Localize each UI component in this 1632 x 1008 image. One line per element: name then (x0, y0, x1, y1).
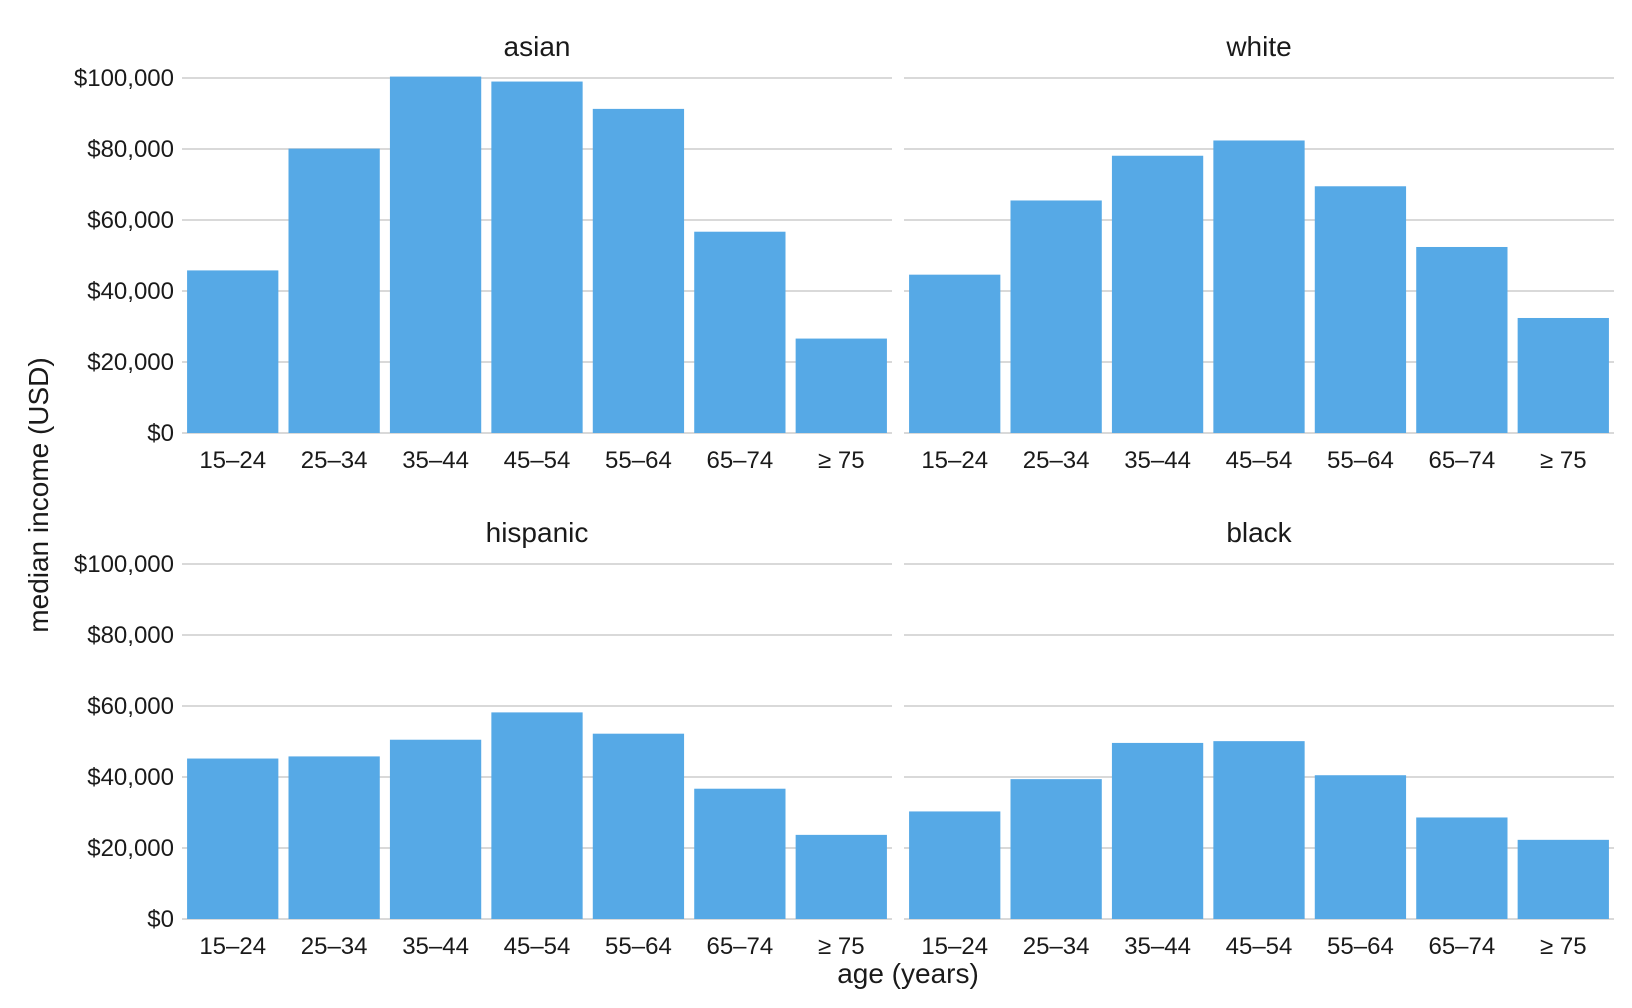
bar-black-1 (1010, 779, 1102, 919)
x-tick-label: 45–54 (1226, 933, 1293, 960)
panel-asian: $0 $20,000 $40,000 $60,000 $80,000 $100,000 as… (74, 31, 892, 474)
bar-asian-0 (187, 270, 279, 433)
panel-title: asian (504, 31, 571, 62)
x-tick-label: 55–64 (1327, 447, 1394, 474)
x-tick-label: ≥ 75 (1540, 447, 1587, 474)
x-tick-label: 25–34 (1023, 447, 1090, 474)
x-tick-label: 55–64 (605, 447, 672, 474)
x-tick-label: 35–44 (402, 933, 469, 960)
bar-hispanic-4 (592, 733, 685, 919)
x-tick-label: ≥ 75 (818, 447, 865, 474)
x-tick-label: 15–24 (921, 933, 988, 960)
bar-hispanic-1 (288, 756, 380, 919)
bar-white-6 (1517, 317, 1609, 433)
panel-title: white (1225, 31, 1291, 62)
bar-asian-3 (491, 81, 583, 434)
bar-black-0 (909, 811, 1001, 919)
bar-white-2 (1111, 155, 1204, 433)
x-tick-label: 35–44 (1124, 447, 1191, 474)
panel-title: black (1226, 517, 1292, 548)
y-tick-label: $0 (147, 906, 174, 933)
x-tick-label: ≥ 75 (818, 933, 865, 960)
bar-asian-5 (694, 231, 786, 433)
x-tick-label: 55–64 (605, 933, 672, 960)
bar-white-4 (1314, 186, 1407, 433)
x-tick-label: 45–54 (504, 447, 571, 474)
bar-asian-2 (389, 76, 482, 433)
x-tick-label: 65–74 (706, 933, 773, 960)
bar-black-2 (1111, 742, 1204, 919)
bar-hispanic-5 (694, 788, 786, 919)
x-tick-label: 15–24 (199, 933, 266, 960)
x-tick-label: 65–74 (706, 447, 773, 474)
x-axis-title: age (years) (837, 958, 979, 989)
y-tick-label: $20,000 (87, 835, 174, 862)
y-axis-title: median income (USD) (23, 357, 54, 632)
bar-hispanic-0 (187, 758, 279, 919)
bar-black-6 (1517, 839, 1609, 919)
x-tick-label: 45–54 (1226, 447, 1293, 474)
bar-asian-1 (288, 148, 380, 433)
bar-black-4 (1314, 775, 1407, 919)
x-tick-label: 25–34 (301, 933, 368, 960)
y-tick-label: $60,000 (87, 693, 174, 720)
y-tick-label: $40,000 (87, 278, 174, 305)
bar-asian-6 (795, 338, 887, 433)
bar-white-1 (1010, 200, 1102, 433)
panel-hispanic: $0 $20,000 $40,000 $60,000 $80,000 $100,000 hi… (74, 517, 892, 960)
x-tick-label: 35–44 (1124, 933, 1191, 960)
bar-black-3 (1213, 741, 1305, 919)
x-tick-label: 25–34 (301, 447, 368, 474)
x-tick-label: 25–34 (1023, 933, 1090, 960)
panels-group: $0 $20,000 $40,000 $60,000 $80,000 $100,000 as… (74, 31, 1614, 960)
y-tick-label: $100,000 (74, 551, 174, 578)
x-tick-label: 35–44 (402, 447, 469, 474)
y-tick-label: $80,000 (87, 622, 174, 649)
x-tick-label: 55–64 (1327, 933, 1394, 960)
bar-black-5 (1416, 817, 1508, 919)
bar-hispanic-6 (795, 834, 887, 919)
y-tick-label: $0 (147, 420, 174, 447)
y-tick-label: $60,000 (87, 207, 174, 234)
x-tick-label: 15–24 (199, 447, 266, 474)
bar-white-0 (909, 274, 1001, 433)
y-tick-label: $40,000 (87, 764, 174, 791)
bar-white-3 (1213, 140, 1305, 434)
x-tick-label: ≥ 75 (1540, 933, 1587, 960)
x-tick-label: 15–24 (921, 447, 988, 474)
y-tick-label: $20,000 (87, 349, 174, 376)
panel-black: black 15–24 25–34 35–44 45–54 55–64 65–74 ≥ 75 (904, 517, 1614, 960)
y-tick-label: $80,000 (87, 136, 174, 163)
panel-title: hispanic (486, 517, 589, 548)
panel-white: white 15–24 25–34 35–44 45–54 55–64 65–74 ≥ 75 (904, 31, 1614, 474)
y-tick-label: $100,000 (74, 65, 174, 92)
bar-white-5 (1416, 246, 1508, 433)
x-tick-label: 45–54 (504, 933, 571, 960)
x-tick-label: 65–74 (1428, 447, 1495, 474)
bar-asian-4 (592, 108, 685, 433)
bar-hispanic-3 (491, 712, 583, 919)
x-tick-label: 65–74 (1428, 933, 1495, 960)
bar-hispanic-2 (389, 739, 482, 919)
